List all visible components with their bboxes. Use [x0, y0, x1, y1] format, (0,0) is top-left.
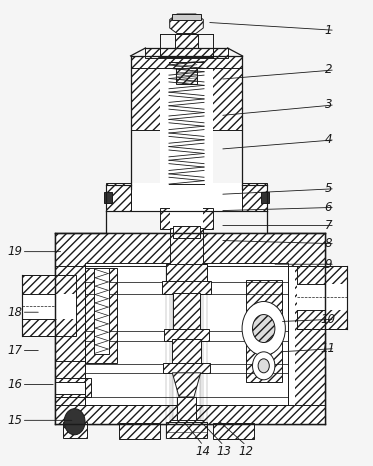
Bar: [22, 294, 76, 319]
Bar: [172, 14, 201, 20]
Bar: [162, 281, 211, 294]
Text: 11: 11: [321, 342, 336, 355]
Bar: [131, 56, 242, 68]
Bar: [173, 226, 200, 238]
Text: 14: 14: [196, 445, 211, 458]
Bar: [170, 228, 203, 266]
Bar: [166, 422, 207, 438]
Bar: [297, 284, 347, 310]
Bar: [160, 48, 213, 57]
Text: 12: 12: [239, 445, 254, 458]
Bar: [94, 268, 109, 354]
Bar: [297, 266, 347, 329]
Text: 19: 19: [7, 245, 22, 258]
Text: 9: 9: [325, 258, 332, 271]
Text: 17: 17: [7, 344, 22, 357]
Bar: [106, 183, 267, 211]
Text: 13: 13: [216, 445, 231, 458]
Bar: [85, 268, 117, 363]
Bar: [119, 423, 160, 439]
Text: 1: 1: [325, 24, 332, 37]
Polygon shape: [172, 373, 201, 397]
Circle shape: [258, 359, 269, 373]
Bar: [55, 233, 325, 266]
Text: 4: 4: [325, 133, 332, 146]
Bar: [160, 56, 213, 189]
Text: 6: 6: [325, 201, 332, 214]
Text: 16: 16: [7, 378, 22, 391]
Bar: [163, 363, 210, 373]
Text: 10: 10: [321, 313, 336, 326]
Bar: [170, 208, 203, 229]
Bar: [172, 339, 201, 364]
Bar: [177, 397, 196, 424]
Bar: [213, 423, 254, 439]
Bar: [55, 361, 85, 380]
Bar: [104, 192, 112, 203]
Circle shape: [64, 409, 85, 435]
Bar: [176, 60, 197, 84]
Bar: [175, 34, 198, 56]
Bar: [170, 420, 203, 425]
Bar: [55, 233, 85, 424]
Text: 18: 18: [7, 306, 22, 319]
Bar: [55, 233, 325, 424]
Bar: [145, 48, 228, 58]
Bar: [166, 264, 207, 282]
Bar: [106, 185, 131, 211]
Bar: [295, 233, 325, 424]
Bar: [55, 378, 91, 397]
Text: 7: 7: [325, 219, 332, 232]
Bar: [170, 53, 203, 62]
Bar: [194, 58, 242, 130]
Text: 2: 2: [325, 63, 332, 76]
Text: 5: 5: [325, 182, 332, 195]
Circle shape: [253, 352, 275, 380]
Bar: [55, 405, 325, 424]
Bar: [22, 275, 76, 336]
Text: 8: 8: [325, 237, 332, 250]
Bar: [173, 293, 200, 331]
Bar: [63, 422, 87, 438]
Text: 15: 15: [7, 414, 22, 427]
Circle shape: [242, 302, 285, 356]
Circle shape: [253, 315, 275, 343]
Bar: [160, 208, 213, 229]
Bar: [55, 382, 85, 394]
Bar: [131, 183, 242, 211]
Bar: [164, 329, 209, 341]
Bar: [246, 280, 282, 382]
Bar: [242, 185, 267, 211]
Bar: [85, 263, 288, 405]
Bar: [261, 192, 269, 203]
Polygon shape: [170, 14, 203, 34]
Text: 3: 3: [325, 98, 332, 111]
Bar: [131, 58, 179, 130]
